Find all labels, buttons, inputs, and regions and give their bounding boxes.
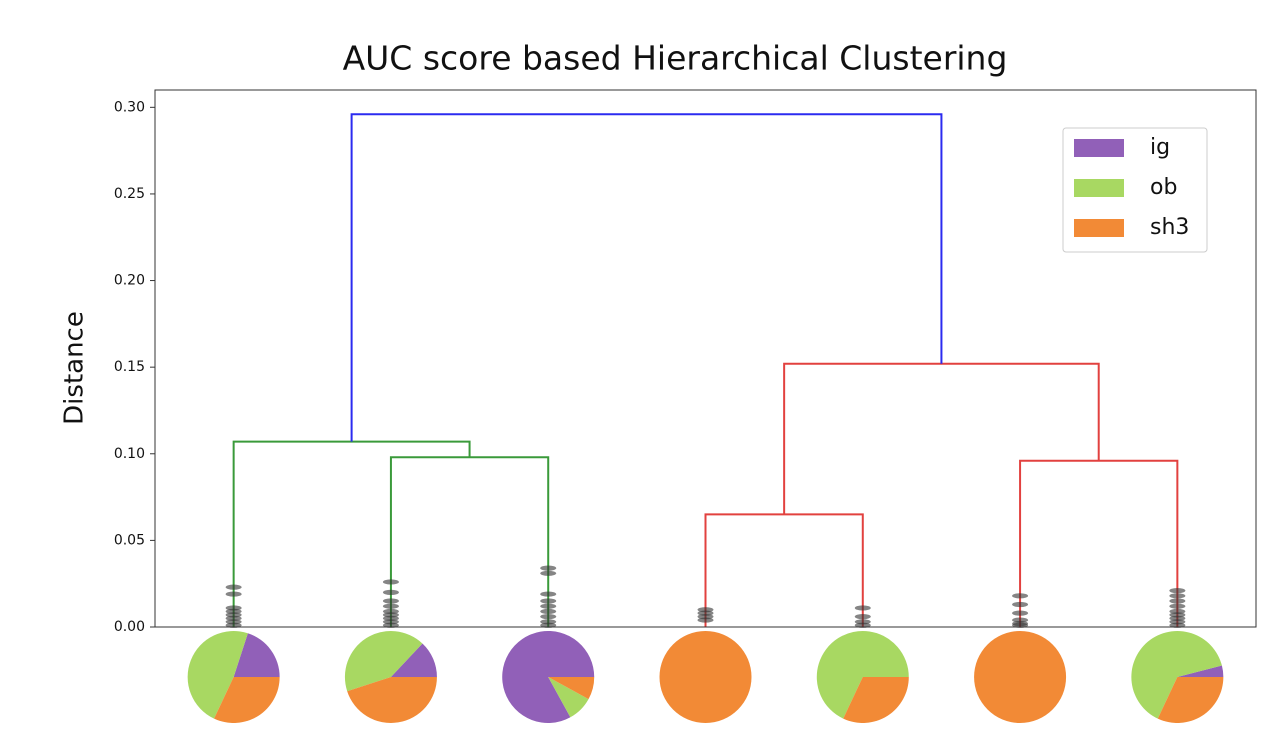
legend-label: ob — [1150, 175, 1177, 200]
y-tick-label: 0.00 — [114, 619, 145, 635]
pie-wedge — [659, 631, 752, 723]
legend-swatch — [1074, 139, 1124, 157]
pie-wedge — [233, 633, 280, 677]
distance-marker — [540, 608, 557, 615]
distance-marker — [1169, 598, 1186, 604]
pie-wedge — [390, 643, 437, 677]
y-tick-label: 0.05 — [114, 532, 145, 548]
plot-frame — [154, 89, 1257, 628]
distance-marker — [540, 570, 557, 576]
distance-marker — [540, 591, 557, 597]
chart-title: AUC score based Hierarchical Clustering — [343, 39, 1008, 78]
pie-wedge — [1177, 665, 1224, 677]
pie-wedge — [344, 631, 423, 692]
distance-marker — [697, 617, 714, 623]
link — [704, 513, 864, 627]
distance-marker — [1169, 603, 1186, 609]
legend-swatch — [1074, 179, 1124, 197]
pie-wedge — [548, 677, 595, 700]
y-tick-label: 0.30 — [114, 99, 145, 115]
distance-marker — [382, 598, 399, 604]
pie-wedge — [187, 631, 248, 719]
y-tick-label: 0.20 — [114, 273, 145, 289]
distance-marker — [1012, 610, 1029, 616]
distance-marker — [540, 598, 557, 604]
pie-wedge — [816, 631, 909, 719]
distance-marker — [382, 603, 399, 609]
distance-marker — [1169, 588, 1186, 594]
distance-marker — [1012, 593, 1029, 599]
distance-marker — [382, 589, 399, 595]
legend-label: ig — [1150, 135, 1170, 160]
distance-marker — [225, 584, 242, 590]
y-tick-label: 0.15 — [114, 359, 145, 375]
distance-marker — [1169, 593, 1186, 599]
pie-wedge — [843, 677, 909, 724]
distance-marker — [854, 614, 871, 620]
y-axis-label: Distance — [60, 311, 90, 425]
distance-marker — [854, 605, 871, 611]
legend-label: sh3 — [1150, 215, 1189, 240]
y-tick-label: 0.10 — [114, 446, 145, 462]
link — [389, 456, 550, 627]
pie-wedge — [1157, 677, 1224, 724]
link — [1019, 459, 1179, 627]
distance-marker — [540, 603, 557, 609]
distance-marker — [540, 614, 557, 620]
link — [232, 440, 471, 627]
distance-marker — [225, 591, 242, 597]
distance-marker — [540, 565, 557, 571]
link — [783, 362, 1100, 515]
distance-marker — [382, 579, 399, 585]
pie-wedge — [548, 677, 589, 718]
legend-swatch — [1074, 219, 1124, 237]
y-tick-label: 0.25 — [114, 186, 145, 202]
pie-wedge — [974, 631, 1067, 723]
link — [350, 113, 943, 442]
distance-marker — [1012, 601, 1029, 608]
pie-wedge — [1131, 631, 1222, 719]
pie-wedge — [347, 677, 437, 724]
pie-wedge — [214, 677, 280, 724]
